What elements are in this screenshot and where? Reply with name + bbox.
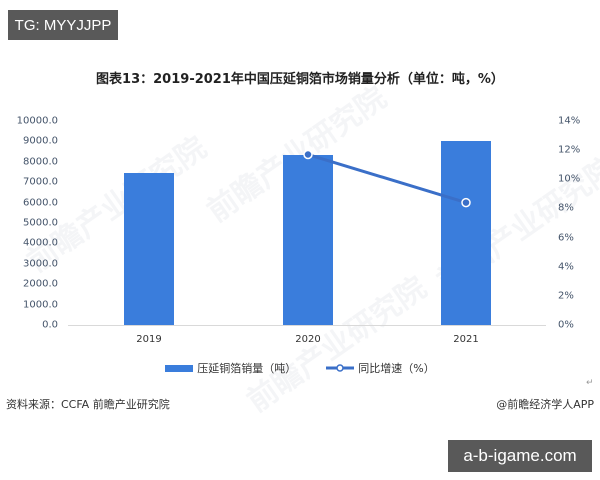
left-y-tick: 5000.0 bbox=[23, 217, 58, 229]
right-y-tick: 6% bbox=[558, 232, 574, 244]
legend-item-sales[interactable]: 压延铜箔销量（吨） bbox=[165, 360, 296, 376]
footer: 资料来源：CCFA 前瞻产业研究院 @前瞻经济学人APP bbox=[6, 396, 594, 412]
x-tick: 2021 bbox=[453, 334, 479, 345]
left-y-tick: 8000.0 bbox=[23, 156, 58, 168]
bar-2019[interactable] bbox=[124, 173, 174, 325]
x-axis-baseline bbox=[68, 325, 546, 326]
left-y-tick: 1000.0 bbox=[23, 299, 58, 311]
right-y-tick: 0% bbox=[558, 319, 574, 331]
right-y-tick: 8% bbox=[558, 202, 574, 214]
bar-swatch-icon bbox=[165, 364, 194, 372]
left-y-tick: 3000.0 bbox=[23, 258, 58, 270]
tg-badge-text: TG: MYYJJPP bbox=[14, 16, 112, 34]
source-note: 资料来源：CCFA 前瞻产业研究院 bbox=[6, 398, 170, 411]
left-y-tick: 7000.0 bbox=[23, 176, 58, 188]
site-badge-text: a-b-igame.com bbox=[463, 446, 577, 465]
right-y-tick: 12% bbox=[558, 144, 581, 156]
tg-badge: TG: MYYJJPP bbox=[8, 10, 118, 40]
line-marker-swatch-icon bbox=[326, 363, 355, 373]
left-y-tick: 0.0 bbox=[42, 319, 58, 331]
credit-note: @前瞻经济学人APP bbox=[496, 398, 594, 411]
left-y-tick: 9000.0 bbox=[23, 135, 58, 147]
right-y-tick: 14% bbox=[558, 115, 581, 127]
legend-item-growth[interactable]: 同比增速（%） bbox=[326, 360, 435, 376]
left-y-tick: 2000.0 bbox=[23, 278, 58, 290]
legend-label-sales: 压延铜箔销量（吨） bbox=[197, 362, 297, 375]
x-tick: 2020 bbox=[295, 334, 321, 345]
line-point-marker[interactable] bbox=[461, 197, 471, 208]
legend-label-growth: 同比增速（%） bbox=[358, 362, 435, 375]
line-point-marker[interactable] bbox=[303, 149, 313, 160]
left-y-tick: 6000.0 bbox=[23, 197, 58, 209]
right-y-tick: 2% bbox=[558, 290, 574, 302]
left-y-tick: 4000.0 bbox=[23, 237, 58, 249]
chart-title: 图表13：2019-2021年中国压延铜箔市场销量分析（单位：吨，%） bbox=[96, 72, 504, 87]
legend: 压延铜箔销量（吨） 同比增速（%） bbox=[0, 360, 600, 376]
x-tick: 2019 bbox=[136, 334, 162, 345]
return-mark-icon: ↵ bbox=[586, 378, 594, 388]
right-y-tick: 4% bbox=[558, 261, 574, 273]
bar-2020[interactable] bbox=[283, 155, 333, 325]
right-y-tick: 10% bbox=[558, 173, 581, 185]
bar-2021[interactable] bbox=[441, 140, 491, 325]
left-y-tick: 10000.0 bbox=[16, 115, 58, 127]
site-badge: a-b-igame.com bbox=[448, 440, 592, 472]
